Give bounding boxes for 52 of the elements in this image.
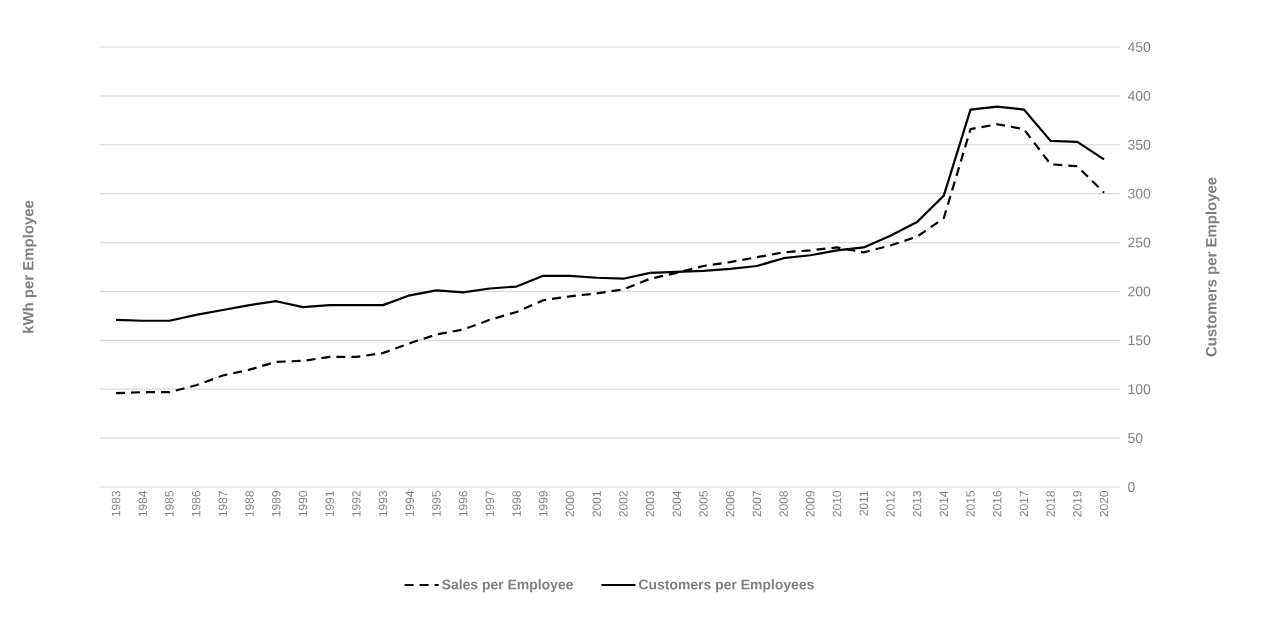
x-tick-label: 2012	[886, 491, 895, 517]
x-tick-label: 2016	[992, 491, 1002, 517]
x-tick-label: 1990	[298, 490, 308, 517]
x-tick-label: 1999	[539, 491, 548, 517]
x-tick-label: 2020	[1099, 490, 1109, 517]
x-tick-label: 1995	[432, 491, 441, 517]
y-tick-label: 150	[1128, 335, 1151, 346]
x-tick-label: 2011	[859, 491, 868, 516]
x-tick-label: 2002	[619, 491, 628, 517]
x-tick-label: 1994	[405, 490, 414, 517]
x-tick-label: 2015	[966, 491, 975, 517]
x-tick-label: 1983	[111, 491, 121, 517]
x-tick-label: 2018	[1046, 491, 1055, 517]
y-tick-label: 350	[1128, 139, 1151, 150]
x-tick-label: 1987	[218, 491, 228, 517]
x-tick-label: 2006	[725, 491, 735, 517]
y-tick-label: 400	[1127, 90, 1151, 101]
x-tick-label: 2000	[565, 490, 575, 517]
x-tick-label: 1988	[245, 491, 254, 517]
x-tick-label: 1998	[512, 491, 521, 517]
x-tick-label: 1993	[378, 491, 388, 517]
x-tick-label: 1986	[191, 491, 201, 517]
x-tick-label: 2017	[1019, 491, 1029, 517]
x-tick-label: 1989	[272, 491, 281, 517]
legend-label: Sales per Employee	[442, 579, 573, 593]
y-tick-label: 0	[1128, 482, 1135, 492]
y-tick-label: 250	[1128, 237, 1151, 248]
x-tick-label: 2007	[752, 491, 762, 517]
x-tick-label: 1996	[458, 491, 468, 517]
x-tick-label: 2009	[806, 491, 815, 517]
x-tick-label: 2001	[592, 491, 601, 517]
x-tick-label: 1991	[325, 491, 334, 517]
x-tick-label: 1997	[485, 491, 495, 517]
y-tick-label: 450	[1127, 42, 1151, 52]
x-tick-label: 2003	[645, 491, 655, 517]
x-tick-label: 1984	[138, 490, 147, 517]
x-tick-label: 2004	[672, 490, 681, 517]
x-tick-label: 2013	[912, 491, 922, 517]
x-tick-label: 2014	[939, 490, 949, 517]
x-tick-label: 1985	[165, 491, 174, 517]
y-tick-label: 200	[1128, 286, 1151, 297]
legend-label: Customers per Employees	[639, 579, 814, 593]
y-axis-title: kWh per Employee	[22, 200, 37, 333]
x-tick-label: 2010	[832, 490, 842, 517]
x-tick-label: 2008	[779, 491, 788, 517]
x-tick-label: 2019	[1073, 491, 1082, 517]
y2-axis-title: Customers per Employee	[1205, 177, 1220, 357]
x-tick-label: 2005	[699, 491, 708, 517]
x-tick-label: 1992	[352, 491, 361, 517]
y-tick-label: 50	[1128, 433, 1143, 444]
y-tick-label: 100	[1128, 384, 1151, 395]
y-tick-label: 300	[1128, 188, 1151, 199]
